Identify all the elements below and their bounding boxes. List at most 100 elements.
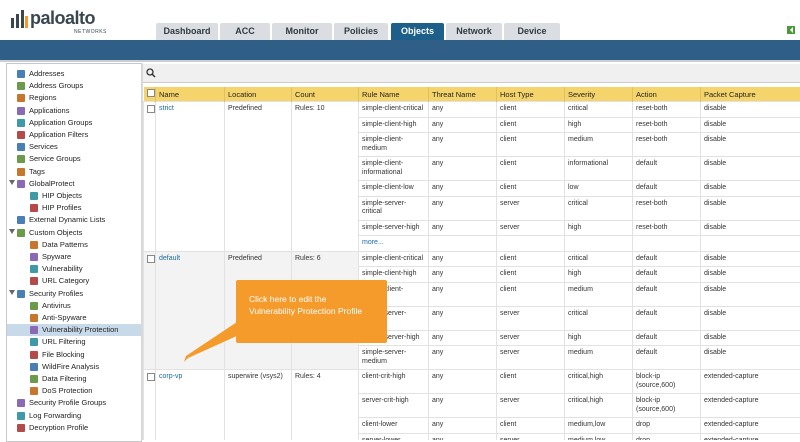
rule-cell: server-lower [359, 433, 429, 440]
checkbox[interactable] [147, 105, 155, 113]
row-checkbox[interactable] [144, 102, 156, 252]
logo: paloalto [30, 8, 95, 29]
row-checkbox[interactable] [144, 370, 156, 441]
rule-cell: any [429, 394, 497, 418]
empty-cell [429, 236, 497, 252]
nav-tab[interactable]: Network [446, 23, 502, 40]
rule-cell: critical,high [565, 394, 633, 418]
sidebar-item[interactable]: Antivirus [7, 300, 141, 312]
rule-cell: extended-capture [701, 418, 800, 434]
expand-toggle[interactable] [9, 229, 15, 234]
sidebar-item[interactable]: Custom Objects [7, 227, 141, 239]
sidebar-item[interactable]: HIP Objects [7, 190, 141, 202]
sidebar-item[interactable]: Applications [7, 105, 141, 117]
sidebar-label: Security Profile Groups [29, 397, 106, 409]
sidebar-label: Vulnerability [42, 263, 83, 275]
sidebar-item[interactable]: Anti-Spyware [7, 312, 141, 324]
sidebar-label: Application Filters [29, 129, 88, 141]
nav-tab[interactable]: Objects [391, 23, 444, 40]
rule-cell: any [429, 267, 497, 283]
rule-cell: disable [701, 102, 800, 118]
sidebar-item[interactable]: Security Profile Groups [7, 397, 141, 409]
sidebar-item[interactable]: Application Groups [7, 117, 141, 129]
column-header[interactable]: Threat Name [429, 87, 497, 102]
sidebar-label: Antivirus [42, 300, 71, 312]
rule-cell: any [429, 251, 497, 267]
sidebar-item[interactable]: Log Forwarding [7, 410, 141, 422]
column-header[interactable]: Host Type [497, 87, 565, 102]
rule-cell: simple-client-informational [359, 157, 429, 181]
sidebar-label: Security Profiles [29, 288, 83, 300]
sidebar-item[interactable]: Application Filters [7, 129, 141, 141]
nav-tab[interactable]: Policies [334, 23, 388, 40]
sidebar-item[interactable]: DoS Protection [7, 385, 141, 397]
rule-cell: default [633, 157, 701, 181]
sidebar-item[interactable]: Regions [7, 92, 141, 104]
sidebar-item[interactable]: WildFire Analysis [7, 361, 141, 373]
rule-cell: any [429, 196, 497, 220]
sidebar-item[interactable]: File Blocking [7, 349, 141, 361]
sidebar-item[interactable]: Data Filtering [7, 373, 141, 385]
rule-cell: disable [701, 330, 800, 346]
column-header[interactable]: Name [156, 87, 225, 102]
column-header[interactable]: Action [633, 87, 701, 102]
rule-cell: client [497, 157, 565, 181]
sidebar-item[interactable]: Data Patterns [7, 239, 141, 251]
rule-cell: default [633, 330, 701, 346]
logo-subtitle: NETWORKS [74, 29, 107, 35]
more-link[interactable]: more... [359, 236, 429, 252]
sidebar-item[interactable]: URL Category [7, 275, 141, 287]
rule-cell: client [497, 251, 565, 267]
callout-line: Vulnerability Protection Profile [249, 305, 377, 317]
callout-line: Click here to edit the [249, 293, 377, 305]
sidebar-item[interactable]: Security Profiles [7, 288, 141, 300]
search-bar[interactable] [143, 64, 800, 83]
sidebar-item[interactable]: Vulnerability [7, 263, 141, 275]
rule-cell: critical [565, 306, 633, 330]
sidebar-item[interactable]: Vulnerability Protection [7, 324, 141, 336]
checkbox[interactable] [147, 373, 155, 381]
sidebar-icon [17, 229, 25, 237]
nav-tab[interactable]: Dashboard [156, 23, 218, 40]
sidebar-label: WildFire Analysis [42, 361, 99, 373]
rule-cell: simple-client-critical [359, 251, 429, 267]
rule-cell: low [565, 181, 633, 197]
sidebar-item[interactable]: External Dynamic Lists [7, 214, 141, 226]
sidebar-item[interactable]: Service Groups [7, 153, 141, 165]
sidebar-icon [30, 265, 38, 273]
rule-cell: client [497, 370, 565, 394]
sidebar-item[interactable]: URL Filtering [7, 336, 141, 348]
rule-cell: extended-capture [701, 433, 800, 440]
sidebar-item[interactable]: Decryption Profile [7, 422, 141, 434]
sidebar-item[interactable]: Spyware [7, 251, 141, 263]
column-header[interactable]: Count [292, 87, 359, 102]
expand-toggle[interactable] [9, 290, 15, 295]
profile-name[interactable]: corp-vp [156, 370, 225, 441]
sidebar-item[interactable]: GlobalProtect [7, 178, 141, 190]
column-header[interactable]: Rule Name [359, 87, 429, 102]
profile-name[interactable]: strict [156, 102, 225, 252]
row-checkbox[interactable] [144, 251, 156, 370]
select-all[interactable] [144, 87, 156, 102]
rule-cell: medium,low [565, 418, 633, 434]
rule-cell: any [429, 220, 497, 236]
expand-toggle[interactable] [9, 180, 15, 185]
sidebar-item[interactable]: HIP Profiles [7, 202, 141, 214]
column-header[interactable]: Packet Capture [701, 87, 800, 102]
sidebar-item[interactable]: Services [7, 141, 141, 153]
nav-tab[interactable]: Monitor [272, 23, 332, 40]
column-header[interactable]: Location [225, 87, 292, 102]
rule-cell: client [497, 117, 565, 133]
empty-cell [497, 236, 565, 252]
commit-icon[interactable] [786, 24, 800, 36]
sidebar-item[interactable]: Tags [7, 166, 141, 178]
nav-tab[interactable]: ACC [220, 23, 270, 40]
column-header[interactable]: Severity [565, 87, 633, 102]
sidebar-item[interactable]: Addresses [7, 68, 141, 80]
nav-tab[interactable]: Device [504, 23, 560, 40]
sidebar-item[interactable]: Address Groups [7, 80, 141, 92]
sidebar-icon [17, 94, 25, 102]
checkbox[interactable] [147, 255, 155, 263]
